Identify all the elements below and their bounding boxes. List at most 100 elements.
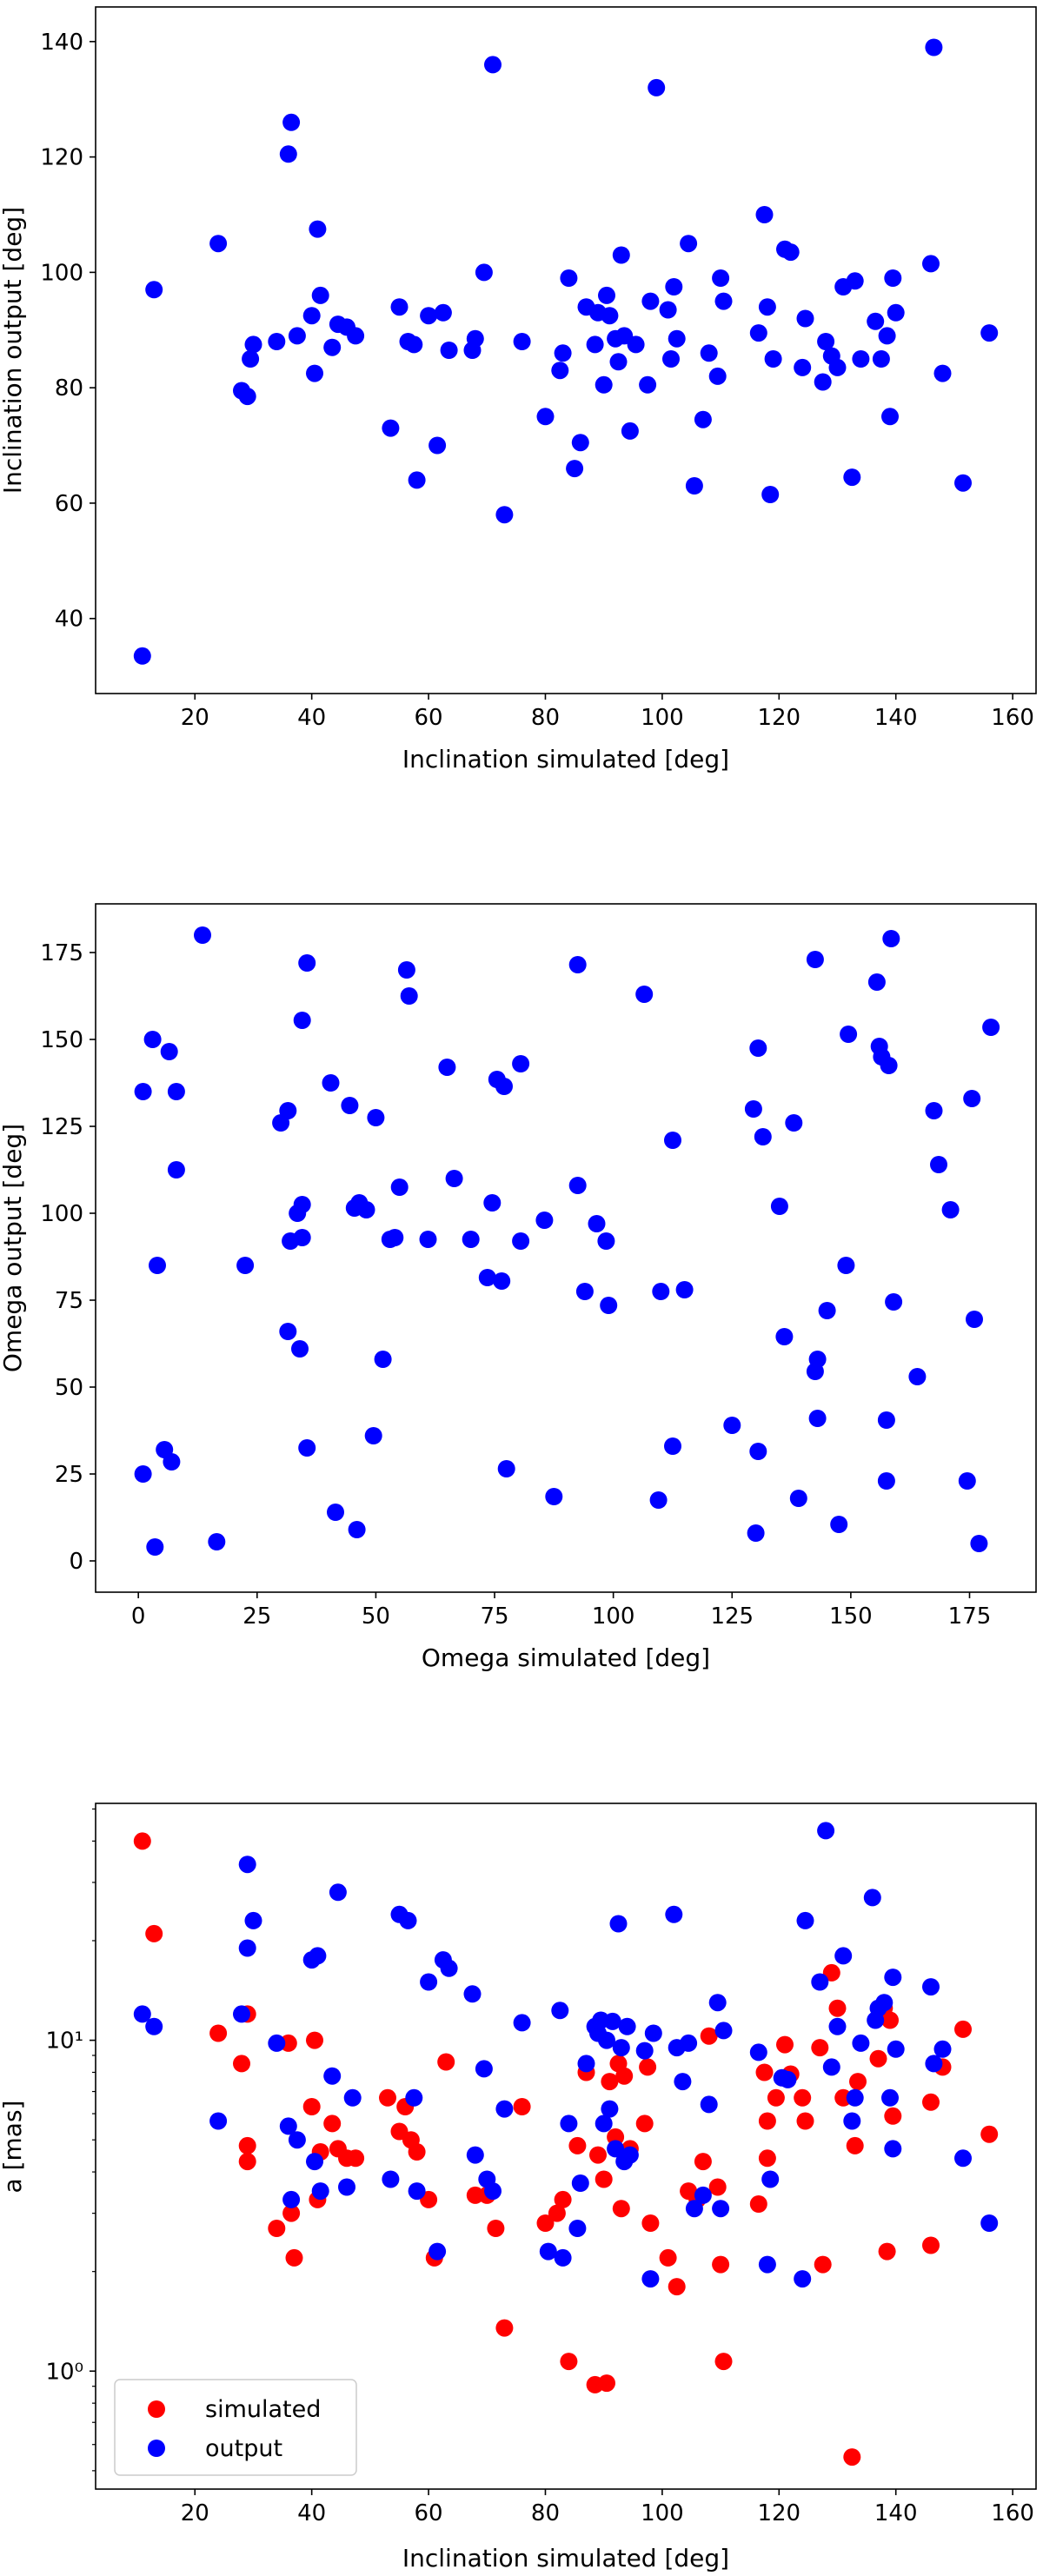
data-point — [744, 1100, 762, 1118]
data-point — [478, 1269, 496, 1286]
data-point — [233, 2055, 250, 2073]
x-tick-label: 160 — [991, 705, 1034, 731]
data-point — [980, 2214, 999, 2232]
data-point — [843, 468, 861, 487]
data-point — [238, 1939, 256, 1957]
x-tick-label: 60 — [415, 2500, 443, 2526]
data-point — [712, 2200, 730, 2218]
y-tick-label: 120 — [40, 145, 83, 171]
data-point — [536, 2214, 555, 2232]
data-point — [475, 263, 493, 282]
data-point — [571, 434, 589, 452]
data-point — [761, 2170, 780, 2188]
chart-omega-frame — [95, 903, 1037, 1593]
data-point — [700, 344, 718, 362]
data-point — [513, 2014, 531, 2032]
data-point — [279, 1102, 297, 1119]
data-point — [595, 375, 613, 394]
x-tick-label: 100 — [641, 705, 684, 731]
data-point — [298, 954, 316, 972]
data-point — [568, 2220, 587, 2237]
data-point — [982, 1019, 1000, 1036]
data-point — [843, 2112, 861, 2130]
data-point — [568, 956, 587, 973]
data-point — [238, 2136, 256, 2154]
data-point — [535, 1212, 554, 1229]
data-point — [279, 2117, 297, 2135]
data-point — [323, 2067, 342, 2085]
data-point — [755, 206, 774, 223]
data-point — [811, 1973, 829, 1991]
data-point — [134, 1465, 152, 1483]
data-point — [680, 235, 698, 253]
y-tick-label: 40 — [55, 607, 83, 633]
data-point — [708, 1994, 727, 2012]
data-point — [659, 2248, 677, 2267]
data-point — [775, 1328, 794, 1345]
data-point — [600, 1297, 618, 1314]
chart-omega-marks — [134, 926, 1000, 1556]
data-point — [714, 2353, 733, 2371]
data-point — [764, 350, 782, 368]
data-point — [627, 335, 645, 354]
data-point — [785, 1114, 803, 1132]
data-point — [817, 1822, 835, 1840]
data-point — [846, 272, 864, 290]
data-point — [143, 1031, 162, 1048]
chart-omega-ylabel: Omega output [deg] — [0, 1124, 27, 1372]
x-tick-label: 80 — [531, 705, 560, 731]
data-point — [512, 1232, 530, 1250]
data-point — [568, 2136, 587, 2154]
data-point — [789, 1490, 807, 1507]
data-point — [134, 1083, 152, 1100]
data-point — [513, 333, 531, 350]
data-point — [884, 2107, 902, 2125]
data-point — [343, 2088, 362, 2107]
data-point — [302, 307, 321, 325]
data-point — [963, 1090, 981, 1107]
data-point — [462, 1231, 480, 1248]
data-point — [648, 78, 666, 96]
data-point — [668, 2278, 686, 2296]
y-tick-label: 50 — [55, 1375, 83, 1401]
data-point — [925, 1102, 943, 1119]
data-point — [869, 2049, 887, 2068]
x-tick-label: 25 — [242, 1603, 271, 1630]
data-point — [405, 335, 423, 354]
data-point — [834, 1947, 853, 1965]
data-point — [495, 1078, 513, 1095]
data-point — [493, 1272, 511, 1290]
data-point — [408, 471, 426, 489]
data-point — [621, 2146, 639, 2164]
data-point — [382, 2170, 400, 2188]
chart-semimajor-axis: 20 40 60 80 100 120 140 160 10⁰ 10¹ Inclination s… — [0, 1803, 1037, 2573]
data-point — [568, 1177, 587, 1194]
data-point — [882, 930, 900, 947]
y-tick-label: 60 — [55, 491, 83, 517]
y-tick-label: 140 — [40, 30, 83, 56]
data-point — [309, 1947, 327, 1965]
data-point — [796, 309, 814, 328]
x-tick-label: 100 — [641, 2500, 684, 2526]
data-point — [279, 1323, 297, 1340]
data-point — [323, 2115, 342, 2133]
data-point — [863, 1889, 881, 1907]
y-tick-label: 75 — [55, 1288, 83, 1314]
data-point — [163, 1453, 181, 1471]
data-point — [291, 1340, 309, 1358]
data-point — [884, 1969, 902, 1987]
data-point — [843, 2448, 861, 2466]
data-point — [872, 350, 890, 368]
data-point — [242, 350, 260, 368]
data-point — [758, 298, 776, 316]
data-point — [133, 647, 151, 665]
data-point — [595, 2170, 613, 2188]
data-point — [160, 1043, 178, 1060]
data-point — [887, 303, 905, 322]
x-tick-label: 60 — [415, 705, 443, 731]
data-point — [954, 474, 972, 492]
data-point — [405, 2088, 423, 2107]
data-point — [694, 2153, 712, 2171]
data-point — [495, 506, 514, 524]
data-point — [641, 292, 660, 310]
